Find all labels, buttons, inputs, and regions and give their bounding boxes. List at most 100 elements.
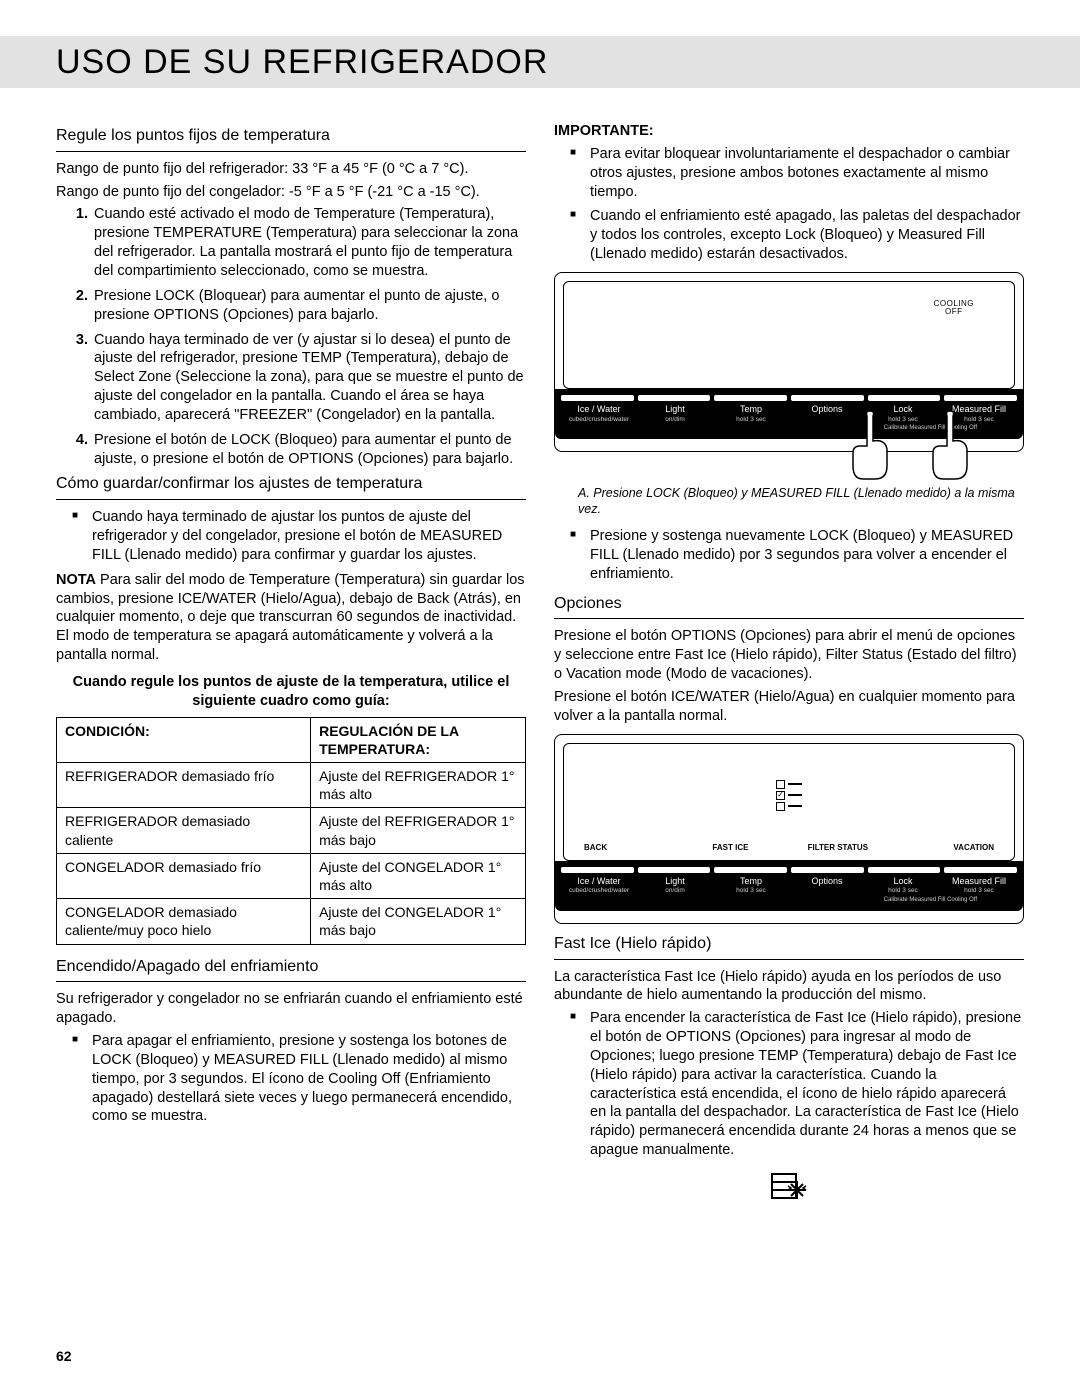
- cell: Ajuste del REFRIGERADOR 1° más bajo: [311, 808, 526, 853]
- rule: [56, 981, 526, 982]
- importante-label: IMPORTANTE:: [554, 122, 1024, 141]
- opt-p1: Presione el botón OPTIONS (Opciones) par…: [554, 627, 1024, 684]
- step-3: Cuando haya terminado de ver (y ajustar …: [92, 331, 526, 425]
- cell: Ajuste del CONGELADOR 1° más bajo: [311, 899, 526, 944]
- fast-ice-item: Para encender la característica de Fast …: [590, 1009, 1024, 1160]
- th-regulation: REGULACIÓN DE LA TEMPERATURA:: [311, 717, 526, 762]
- cooling-item: Para apagar el enfriamiento, presione y …: [92, 1032, 526, 1126]
- panel-label: Lock: [865, 876, 941, 888]
- screen-labels: BACK FAST ICE FILTER STATUS VACATION: [564, 843, 1014, 853]
- heading-fast-ice: Fast Ice (Hielo rápido): [554, 934, 1024, 955]
- fast-ice-list: Para encender la característica de Fast …: [554, 1009, 1024, 1160]
- screen-label: FILTER STATUS: [779, 843, 896, 853]
- cell: CONGELADOR demasiado caliente/muy poco h…: [57, 899, 311, 944]
- imp-item-2: Cuando el enfriamiento esté apagado, las…: [590, 207, 1024, 264]
- importante-list: Para evitar bloquear involuntariamente e…: [554, 145, 1024, 264]
- resume-list: Presione y sostenga nuevamente LOCK (Blo…: [554, 527, 1024, 584]
- panel-sub: cubed/crushed/water: [561, 887, 637, 895]
- panel-btn: [561, 395, 634, 401]
- panel-sub: on/dim: [637, 416, 713, 424]
- nota-label: NOTA: [56, 572, 96, 588]
- fast-ice-icon: [554, 1170, 1024, 1218]
- panel-sub: cubed/crushed/water: [561, 416, 637, 424]
- heading-save-confirm: Cómo guardar/confirmar los ajustes de te…: [56, 474, 526, 495]
- panel-foot: Calibrate Measured Fill Cooling Off: [561, 897, 1017, 905]
- rule: [554, 618, 1024, 619]
- range-fridge: Rango de punto fijo del refrigerador: 33…: [56, 160, 526, 179]
- nota-paragraph: NOTA Para salir del modo de Temperature …: [56, 571, 526, 665]
- nota-text: Para salir del modo de Temperature (Temp…: [56, 572, 525, 663]
- table-row: REFRIGERADOR demasiado calienteAjuste de…: [57, 808, 526, 853]
- panel-sub: hold 3 sec: [713, 887, 789, 895]
- range-freezer: Rango de punto fijo del congelador: -5 °…: [56, 183, 526, 202]
- table-row: CONGELADOR demasiado fríoAjuste del CONG…: [57, 853, 526, 898]
- heading-set-points: Regule los puntos fijos de temperatura: [56, 126, 526, 147]
- screen-label: FAST ICE: [682, 843, 780, 853]
- panel-sub: [789, 887, 865, 895]
- cooling-list: Para apagar el enfriamiento, presione y …: [56, 1032, 526, 1126]
- title-bar: USO DE SU REFRIGERADOR: [0, 36, 1080, 88]
- dispenser-panel-2: ✓ BACK FAST ICE FILTER STATUS VACATION: [554, 734, 1024, 924]
- cell: REFRIGERADOR demasiado caliente: [57, 808, 311, 853]
- panel-btn: [791, 867, 864, 873]
- options-menu-icon: ✓: [776, 780, 802, 811]
- panel-btn: [944, 395, 1017, 401]
- guide-intro: Cuando regule los puntos de ajuste de la…: [56, 673, 526, 711]
- hand-icon: [845, 411, 895, 481]
- panel-sub: hold 3 sec: [865, 887, 941, 895]
- opt-p2: Presione el botón ICE/WATER (Hielo/Agua)…: [554, 688, 1024, 726]
- rule: [554, 959, 1024, 960]
- page-content: Regule los puntos fijos de temperatura R…: [56, 120, 1024, 1218]
- rule: [56, 151, 526, 152]
- step-1: Cuando esté activado el modo de Temperat…: [92, 205, 526, 280]
- panel-btn: [561, 867, 634, 873]
- left-column: Regule los puntos fijos de temperatura R…: [56, 120, 526, 1218]
- panel-screen: COOLING OFF: [563, 281, 1015, 389]
- panel-label: Options: [789, 876, 865, 888]
- step-4: Presione el botón de LOCK (Bloqueo) para…: [92, 431, 526, 469]
- panel-btn: [791, 395, 864, 401]
- page-title: USO DE SU REFRIGERADOR: [56, 36, 1080, 88]
- hand-icon: [925, 411, 975, 481]
- cell: CONGELADOR demasiado frío: [57, 853, 311, 898]
- fast-ice-p: La característica Fast Ice (Hielo rápido…: [554, 968, 1024, 1006]
- panel-btn: [638, 395, 711, 401]
- cooling-off-icon: COOLING OFF: [934, 300, 974, 316]
- panel-label: Measured Fill: [941, 876, 1017, 888]
- dispenser-panel-1: COOLING OFF Ice / Water Light Temp Optio…: [554, 272, 1024, 452]
- cell: Ajuste del REFRIGERADOR 1° más alto: [311, 763, 526, 808]
- panel-screen: ✓ BACK FAST ICE FILTER STATUS VACATION: [563, 743, 1015, 861]
- panel-btn: [944, 867, 1017, 873]
- panel-label: Temp: [713, 404, 789, 416]
- panel-caption: A. Presione LOCK (Bloqueo) y MEASURED FI…: [578, 486, 1024, 517]
- table-row: REFRIGERADOR demasiado fríoAjuste del RE…: [57, 763, 526, 808]
- panel-label: Light: [637, 876, 713, 888]
- confirm-item: Cuando haya terminado de ajustar los pun…: [92, 508, 526, 565]
- cell: Ajuste del CONGELADOR 1° más alto: [311, 853, 526, 898]
- cooling-intro: Su refrigerador y congelador no se enfri…: [56, 990, 526, 1028]
- screen-label: VACATION: [896, 843, 994, 853]
- screen-label: BACK: [584, 843, 682, 853]
- panel-btn: [638, 867, 711, 873]
- confirm-list: Cuando haya terminado de ajustar los pun…: [56, 508, 526, 565]
- panel-btn: [714, 867, 787, 873]
- cell: REFRIGERADOR demasiado frío: [57, 763, 311, 808]
- panel-btn: [868, 395, 941, 401]
- imp-item-1: Para evitar bloquear involuntariamente e…: [590, 145, 1024, 202]
- panel-label: Ice / Water: [561, 876, 637, 888]
- panel-sub: hold 3 sec: [713, 416, 789, 424]
- heading-options: Opciones: [554, 594, 1024, 615]
- th-condition: CONDICIÓN:: [57, 717, 311, 762]
- page-number: 62: [56, 1347, 72, 1365]
- step-2: Presione LOCK (Bloquear) para aumentar e…: [92, 287, 526, 325]
- steps-list: Cuando esté activado el modo de Temperat…: [56, 205, 526, 468]
- panel-label: Ice / Water: [561, 404, 637, 416]
- panel-btn: [714, 395, 787, 401]
- right-column: IMPORTANTE: Para evitar bloquear involun…: [554, 120, 1024, 1218]
- panel-label: Light: [637, 404, 713, 416]
- temperature-guide-table: CONDICIÓN: REGULACIÓN DE LA TEMPERATURA:…: [56, 717, 526, 945]
- rule: [56, 499, 526, 500]
- panel-sub: hold 3 sec: [941, 887, 1017, 895]
- panel-label: Temp: [713, 876, 789, 888]
- resume-item: Presione y sostenga nuevamente LOCK (Blo…: [590, 527, 1024, 584]
